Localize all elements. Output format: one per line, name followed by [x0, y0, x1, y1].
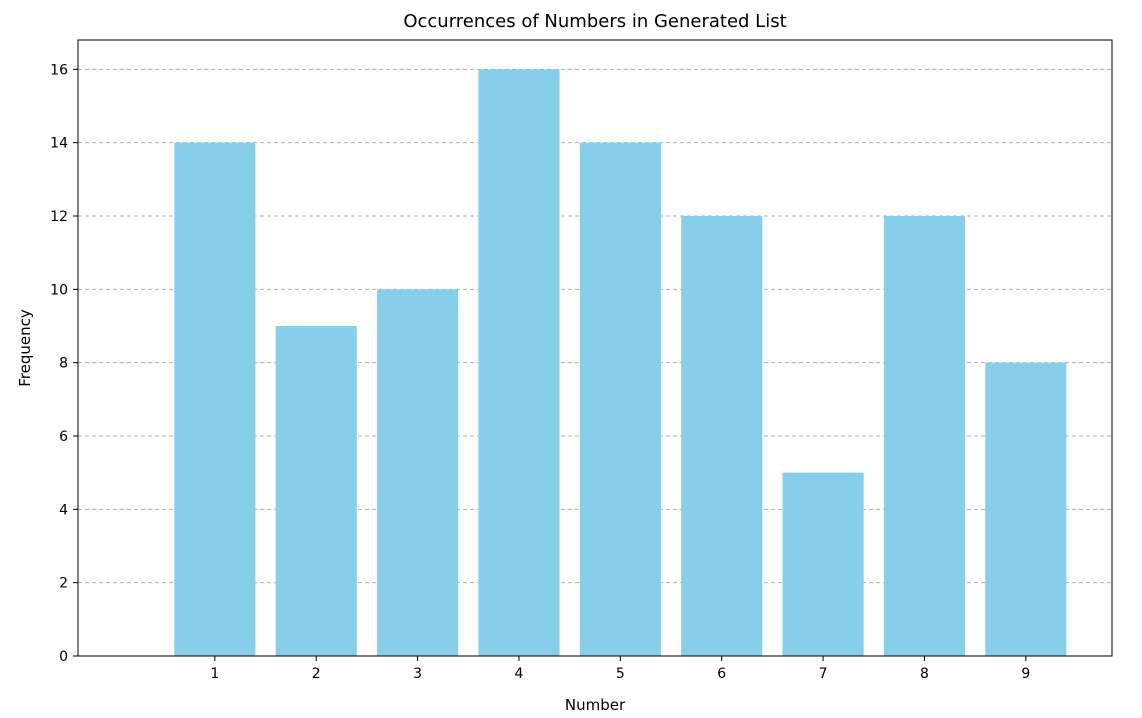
x-axis-label: Number	[565, 696, 626, 714]
bar-1	[174, 142, 256, 656]
y-tick-label: 0	[59, 649, 68, 665]
x-tick-label: 1	[210, 666, 219, 682]
bar-7	[782, 472, 864, 656]
x-tick-label: 6	[717, 666, 726, 682]
bar-5	[579, 142, 661, 656]
y-axis-ticks: 0 2 4 6 8 10 12 14 16	[50, 62, 78, 665]
bar-3	[377, 289, 459, 656]
y-tick-label: 2	[59, 576, 68, 592]
y-tick-label: 16	[50, 62, 68, 78]
bars	[174, 69, 1067, 657]
bar-9	[985, 362, 1067, 656]
chart-title: Occurrences of Numbers in Generated List	[403, 11, 786, 32]
y-tick-label: 14	[50, 136, 68, 152]
y-tick-label: 6	[59, 429, 68, 445]
x-tick-label: 2	[312, 666, 321, 682]
x-axis-ticks: 1 2 3 4 5 6 7 8 9	[210, 656, 1030, 682]
x-tick-label: 5	[616, 666, 625, 682]
bar-8	[883, 216, 966, 656]
plot-area-frame	[77, 39, 1113, 657]
bar-6	[681, 216, 763, 656]
bar-2	[275, 326, 357, 656]
y-tick-label: 8	[59, 356, 68, 372]
x-tick-label: 4	[515, 666, 524, 682]
x-tick-label: 9	[1021, 666, 1030, 682]
y-tick-label: 10	[50, 282, 68, 298]
y-tick-label: 12	[50, 209, 68, 225]
x-tick-label: 8	[920, 666, 929, 682]
y-tick-label: 4	[59, 502, 68, 518]
x-tick-label: 7	[819, 666, 828, 682]
bar-4	[478, 69, 560, 657]
x-tick-label: 3	[413, 666, 422, 682]
y-axis-label: Frequency	[16, 309, 34, 387]
